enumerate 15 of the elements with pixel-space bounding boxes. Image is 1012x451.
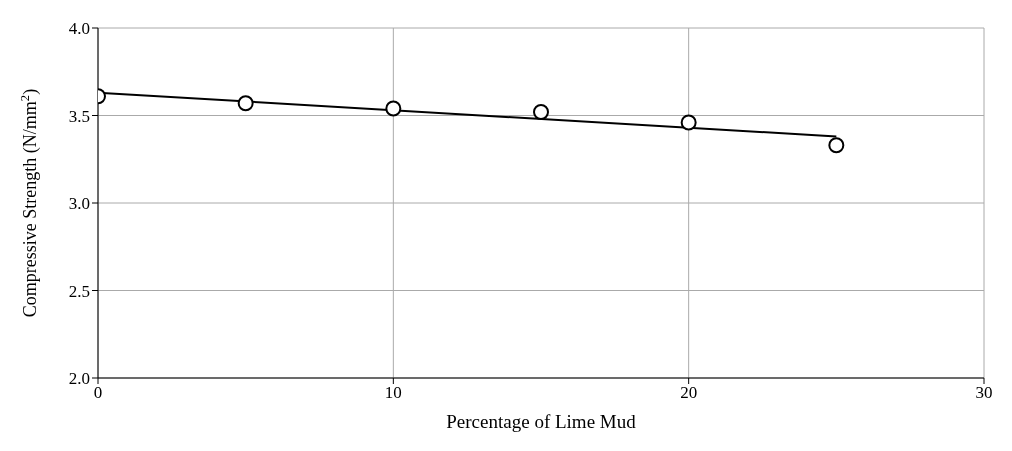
point [385,100,402,117]
point [533,104,549,120]
x-tick-label: 20 [680,383,698,403]
y-tick-label: 2.0 [68,369,90,389]
x-tick-label: 0 [93,383,103,403]
point [680,114,697,131]
x-tick-label: 30 [975,383,993,403]
y-tick-label: 4.0 [68,19,90,39]
x-tick-label: 10 [384,383,402,403]
point [828,137,845,154]
x-axis-title: Percentage of Lime Mud [446,411,637,432]
y-tick-label: 2.5 [68,281,90,301]
y-tick-label: 3.5 [68,106,90,126]
y-tick-label: 3.0 [68,194,90,214]
point [237,95,254,112]
